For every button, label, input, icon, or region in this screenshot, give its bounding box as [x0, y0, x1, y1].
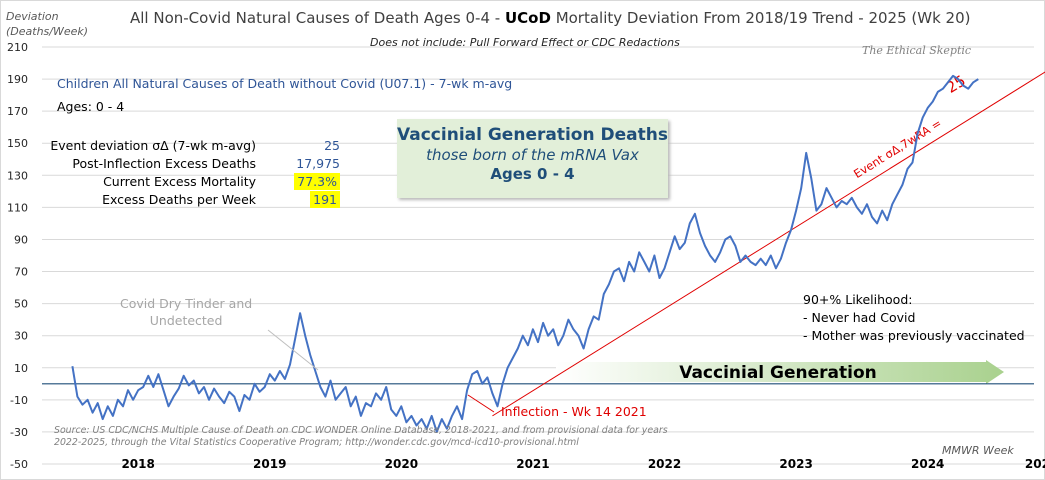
y-axis-label: Deviation (Deaths/Week) [6, 9, 88, 39]
y-tick-label: 90 [14, 233, 28, 246]
x-tick-label: 2024 [911, 457, 944, 471]
y-axis-label-line2: (Deaths/Week) [6, 25, 89, 38]
x-tick-label: 2022 [648, 457, 681, 471]
x-axis-label: MMWR Week [942, 444, 1014, 457]
title-part-bold: UCoD [504, 9, 551, 27]
title-part-1: All Non-Covid Natural Causes of Death Ag… [130, 9, 505, 27]
trend-line [492, 71, 1045, 417]
stat-value-event-deviation: 25 [324, 138, 340, 153]
series-label: Children All Natural Causes of Death wit… [57, 76, 513, 91]
y-tick-label: 110 [7, 201, 28, 214]
chart-subtitle: Does not include: Pull Forward Effect or… [370, 36, 680, 49]
y-tick-label: 170 [7, 105, 28, 118]
likelihood-line2: - Never had Covid [803, 310, 916, 325]
series-line [71, 74, 979, 433]
callout-ages: Ages 0 - 4 [490, 165, 575, 183]
inflection-pointer-line [467, 394, 495, 413]
source-line2: 2022-2025, through the Vital Statistics … [54, 436, 579, 448]
stat-value-excess-mortality: 77.3% [270, 173, 340, 190]
tinder-line2: Undetected [149, 313, 223, 328]
likelihood-line3: - Mother was previously vaccinated [803, 328, 1025, 343]
source-note: Source: US CDC/NCHS Multiple Cause of De… [54, 425, 668, 448]
stat-label-deaths-per-week: Excess Deaths per Week [102, 192, 256, 207]
y-tick-label: 210 [7, 41, 28, 54]
y-tick-label: 50 [14, 298, 28, 311]
vaccinial-generation-callout: Vaccinial Generation Deaths those born o… [397, 119, 668, 198]
dry-tinder-note: Covid Dry Tinder and Undetected [120, 295, 252, 329]
vaccinial-generation-arrow [556, 360, 1004, 384]
stat-value-deaths-per-week: 191 [270, 191, 340, 208]
x-tick-label: 2020 [385, 457, 418, 471]
x-tick-label: 2018 [121, 457, 154, 471]
highlight-deaths-per-week: 191 [310, 191, 340, 208]
y-tick-label: -50 [10, 458, 28, 471]
y-tick-label: 190 [7, 73, 28, 86]
stat-label-event-deviation: Event deviation σΔ (7-wk m-avg) [50, 138, 256, 153]
y-tick-label: 10 [14, 362, 28, 375]
x-tick-label: 2025 [1025, 457, 1045, 471]
callout-subtitle: those born of the mRNA Vax [426, 146, 639, 164]
inflection-label: Inflection - Wk 14 2021 [501, 404, 647, 419]
source-line1: Source: US CDC/NCHS Multiple Cause of De… [54, 425, 668, 436]
stat-label-excess-mortality: Current Excess Mortality [103, 174, 256, 189]
highlight-excess-mortality: 77.3% [294, 173, 340, 190]
x-tick-label: 2023 [779, 457, 812, 471]
tinder-pointer-line [267, 329, 319, 371]
callout-title: Vaccinial Generation Deaths [397, 125, 668, 145]
stat-label-excess-deaths: Post-Inflection Excess Deaths [72, 156, 256, 171]
y-tick-label: 130 [7, 169, 28, 182]
likelihood-line1: 90+% Likelihood: [803, 292, 913, 307]
y-tick-label: 70 [14, 266, 28, 279]
title-part-2: Mortality Deviation From 2018/19 Trend -… [550, 9, 971, 27]
gridlines [42, 46, 1034, 465]
likelihood-note: 90+% Likelihood: - Never had Covid - Mot… [803, 291, 1025, 345]
tinder-line1: Covid Dry Tinder and [120, 296, 253, 311]
y-tick-label: 150 [7, 137, 28, 150]
x-tick-labels: 2018 2019 2020 2021 2022 2023 2024 2025 [121, 457, 1045, 471]
trend-label-text: Event σΔ,7wRA = [851, 116, 944, 181]
y-axis-label-line1: Deviation [6, 10, 59, 23]
y-tick-label: -10 [10, 394, 28, 407]
y-tick-label: 30 [14, 330, 28, 343]
y-tick-labels: -50 -30 -10 10 30 50 70 90 110 130 150 170 190 210 [7, 41, 28, 471]
chart-title: All Non-Covid Natural Causes of Death Ag… [130, 9, 970, 27]
author-credit: The Ethical Skeptic [862, 44, 972, 57]
y-tick-label: -30 [10, 426, 28, 439]
x-tick-label: 2019 [253, 457, 286, 471]
stat-value-excess-deaths: 17,975 [296, 156, 340, 171]
x-tick-label: 2021 [516, 457, 549, 471]
ages-label: Ages: 0 - 4 [57, 99, 125, 114]
vaccinial-generation-arrow-label: Vaccinial Generation [679, 363, 877, 383]
